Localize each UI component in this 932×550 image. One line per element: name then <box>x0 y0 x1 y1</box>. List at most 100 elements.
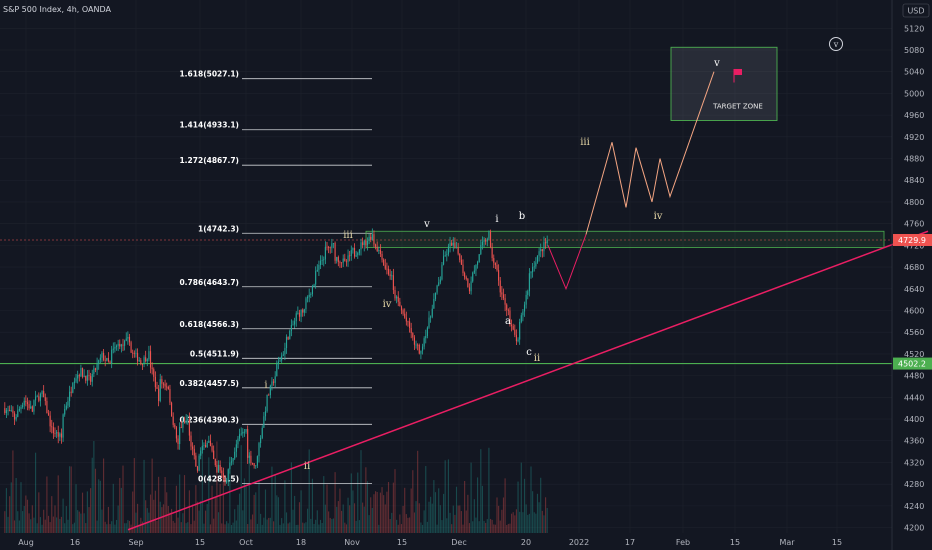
candle-body <box>334 243 336 261</box>
candle-body <box>261 427 263 438</box>
candle-body <box>399 301 401 307</box>
volume-bar <box>501 509 503 533</box>
candle-body <box>481 241 483 246</box>
volume-bar <box>308 449 310 533</box>
volume-bar <box>522 512 524 533</box>
volume-bar <box>208 457 210 533</box>
volume-bar <box>64 523 66 533</box>
volume-bar <box>230 524 233 533</box>
candle-body <box>289 330 291 340</box>
time-tick-label: 15 <box>397 538 407 547</box>
volume-bar <box>104 521 106 533</box>
price-tick-label: 4800 <box>904 198 924 207</box>
candle-body <box>423 338 425 347</box>
target-zone-box <box>670 46 778 121</box>
candle-body <box>360 242 362 250</box>
volume-bar <box>397 524 399 533</box>
volume-bar <box>133 458 135 533</box>
candle-body <box>297 312 299 314</box>
price-tick-label: 4440 <box>904 393 924 402</box>
volume-bar <box>323 476 325 533</box>
volume-bar <box>418 503 420 533</box>
candle-body <box>368 236 370 241</box>
resistance-zone <box>365 230 885 248</box>
currency-badge[interactable]: USD <box>902 3 930 18</box>
volume-bar <box>35 452 37 533</box>
candle-body <box>251 463 254 464</box>
candle-body <box>195 455 197 467</box>
volume-bar <box>519 511 521 533</box>
candle-body <box>462 264 464 274</box>
volume-bar <box>256 523 258 533</box>
volume-bar <box>124 523 126 533</box>
candle-body <box>543 242 545 252</box>
settings-circle-icon[interactable]: v <box>829 37 843 51</box>
volume-bar <box>307 508 309 533</box>
time-axis: Aug 16 Sep 15 Oct 18 Nov 15 Dec 20 2022 17 Feb 15 Mar 1… <box>18 538 842 547</box>
volume-bar <box>83 513 85 533</box>
candle-body <box>145 357 147 362</box>
volume-bar <box>62 498 64 533</box>
price-tick-label: 5040 <box>904 68 924 77</box>
candle-body <box>107 357 109 362</box>
volume-bar <box>311 478 313 533</box>
volume-bar <box>7 516 9 533</box>
candle-body <box>264 411 267 417</box>
candle-body <box>149 351 152 368</box>
volume-bar <box>341 510 343 533</box>
candle-body <box>193 448 195 456</box>
candle-body <box>146 359 148 362</box>
candle-body <box>464 273 466 278</box>
volume-bar <box>285 512 288 533</box>
volume-bar <box>391 512 393 533</box>
candle-body <box>148 351 150 360</box>
candle-body <box>77 375 79 379</box>
volume-bar <box>387 482 390 533</box>
candle-body <box>255 465 257 467</box>
candle-body <box>73 381 75 383</box>
candle-body <box>378 250 380 252</box>
candle-body <box>219 464 221 471</box>
volume-bar <box>305 522 307 533</box>
candle-body <box>460 259 462 265</box>
candle-body <box>75 378 77 382</box>
volume-bar <box>148 512 150 533</box>
candle-body <box>370 236 372 240</box>
candle-body <box>206 442 208 448</box>
wave-label: i <box>495 214 498 225</box>
volume-bar <box>334 472 336 533</box>
volume-bar <box>187 522 189 533</box>
volume-bar <box>269 517 271 533</box>
volume-bar <box>120 487 122 533</box>
volume-bar <box>506 524 508 533</box>
volume-bar <box>112 483 114 533</box>
candle-body <box>22 405 24 407</box>
candle-body <box>391 275 393 277</box>
volume-bar <box>205 510 207 533</box>
volume-bar <box>520 462 522 533</box>
wave-label: ii <box>304 461 310 472</box>
time-tick-label: Nov <box>344 538 360 547</box>
candle-body <box>23 400 25 406</box>
candle-body <box>329 247 331 249</box>
volume-bar <box>190 524 192 533</box>
volume-bar <box>545 497 547 533</box>
volume-bar <box>438 488 440 533</box>
candle-body <box>337 257 339 262</box>
volume-bar <box>179 474 181 533</box>
volume-bar <box>193 520 195 533</box>
volume-bar <box>498 505 500 533</box>
volume-bar <box>183 475 186 533</box>
candle-body <box>407 321 409 323</box>
candle-body <box>493 258 495 263</box>
volume-bar <box>111 521 113 533</box>
candle-body <box>185 420 187 423</box>
price-tick-label: 4240 <box>904 502 924 511</box>
volume-bar <box>433 480 435 533</box>
volume-bar <box>527 514 529 533</box>
price-tick-label: 5120 <box>904 24 924 33</box>
candle-body <box>153 369 155 377</box>
candle-body <box>214 459 216 466</box>
volume-bar <box>203 523 205 533</box>
